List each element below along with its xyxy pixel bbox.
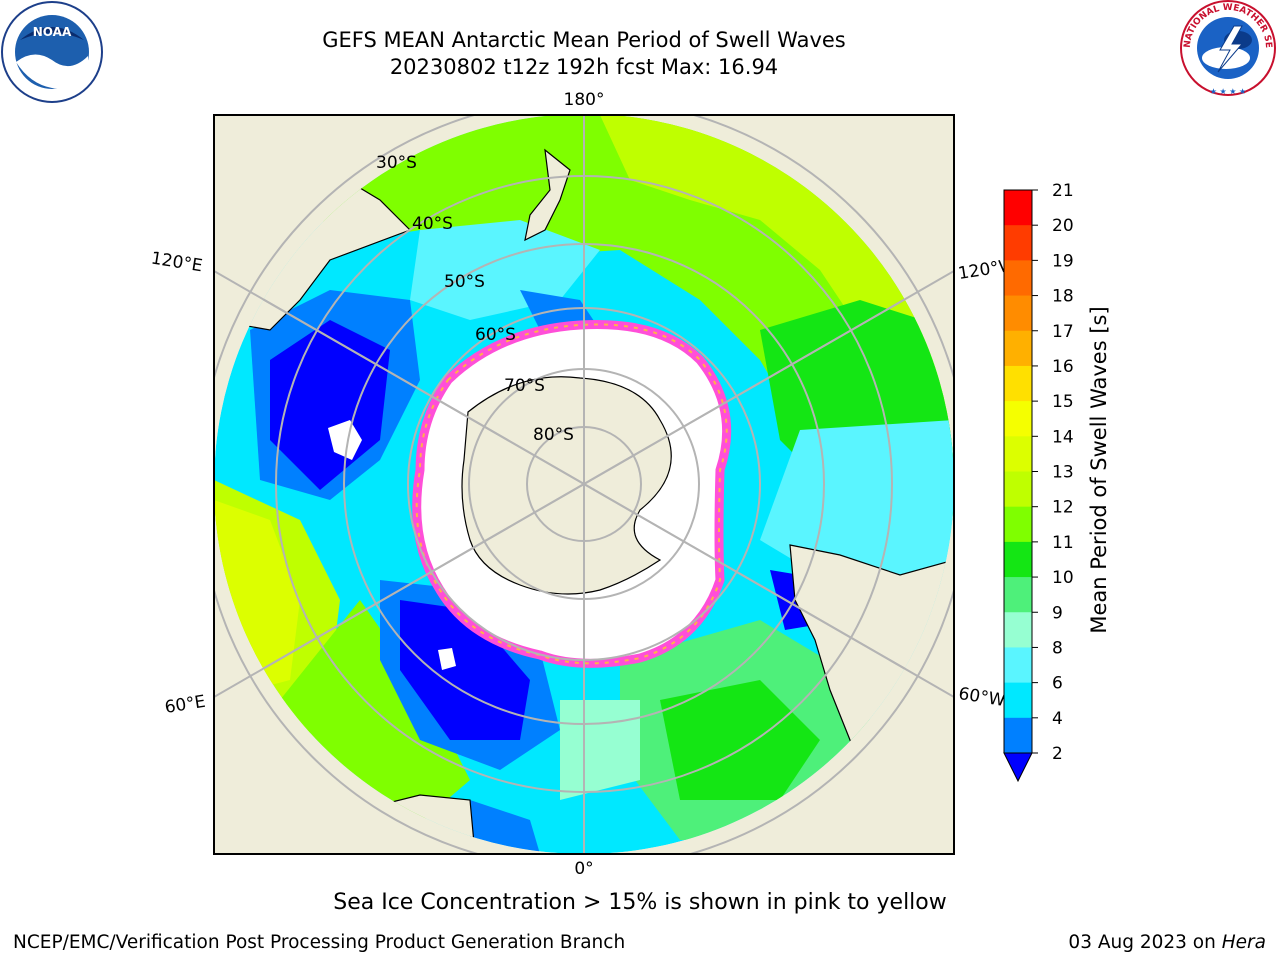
footer-host: Hera [1221, 932, 1266, 953]
colorbar-tick-label: 10 [1052, 568, 1074, 588]
colorbar-segment [1004, 436, 1032, 472]
colorbar-segment [1004, 365, 1032, 402]
footer-credit: NCEP/EMC/Verification Post Processing Pr… [13, 932, 626, 953]
footer-date-text: 03 Aug 2023 on [1068, 932, 1216, 953]
colorbar-tick-label: 4 [1052, 709, 1063, 729]
noaa-logo-text: NOAA [33, 25, 72, 39]
colorbar: 21 20 19 18 17 16 15 14 13 12 11 10 9 8 6 4 2 [1003, 181, 1074, 783]
colorbar-tick-label: 6 [1052, 674, 1063, 694]
colorbar-tick-label: 16 [1052, 357, 1074, 377]
colorbar-tick-label: 11 [1052, 533, 1074, 553]
footer-date: 03 Aug 2023 on Hera [1068, 932, 1266, 953]
colorbar-tick-label: 13 [1052, 463, 1074, 483]
nws-logo: NATIONAL WEATHER SERVICE ★ ★ ★ ★ [1176, 0, 1276, 96]
lat-label-40s: 40°S [412, 214, 453, 234]
lon-label-0: 0° [574, 859, 593, 879]
chart-title: GEFS MEAN Antarctic Mean Period of Swell… [322, 28, 846, 52]
colorbar-tick-label: 9 [1052, 603, 1063, 623]
colorbar-segment [1004, 401, 1032, 437]
lat-label-60s: 60°S [475, 325, 516, 345]
colorbar-tick-label: 8 [1052, 638, 1063, 658]
lon-label-60w: 60°W [957, 684, 1007, 711]
lat-label-30s: 30°S [376, 153, 417, 173]
lat-label-50s: 50°S [444, 272, 485, 292]
colorbar-tick-label: 18 [1052, 287, 1074, 307]
colorbar-tick-label: 15 [1052, 392, 1074, 412]
colorbar-segment [1004, 717, 1032, 754]
colorbar-label: Mean Period of Swell Waves [s] [1087, 306, 1111, 633]
lon-label-120e: 120°E [150, 248, 204, 276]
map-border [213, 114, 955, 855]
colorbar-under-arrow [1003, 752, 1033, 783]
colorbar-segment [1004, 682, 1032, 719]
lon-label-60e: 60°E [163, 692, 207, 718]
colorbar-tick-label: 17 [1052, 322, 1074, 342]
lon-label-180: 180° [564, 90, 605, 110]
colorbar-segment [1004, 647, 1032, 684]
colorbar-segment [1004, 225, 1032, 261]
sea-ice-footnote: Sea Ice Concentration > 15% is shown in … [333, 890, 947, 915]
colorbar-segment [1004, 506, 1032, 543]
colorbar-tick-label: 12 [1052, 498, 1074, 518]
colorbar-segment [1004, 471, 1032, 508]
new-zealand-landmass [524, 148, 571, 242]
lat-label-80s: 80°S [533, 425, 574, 445]
antarctica-landmass [461, 376, 672, 595]
colorbar-tick-label: 14 [1052, 427, 1074, 447]
colorbar-segment [1004, 190, 1032, 226]
colorbar-tick-label: 2 [1052, 744, 1063, 764]
colorbar-tick-label: 19 [1052, 251, 1074, 271]
colorbar-segment [1004, 295, 1032, 332]
outer-graticule [214, 115, 954, 854]
colorbar-segment [1004, 612, 1032, 648]
colorbar-tick-label: 21 [1052, 181, 1074, 201]
nws-logo-stars: ★ ★ ★ ★ [1210, 87, 1246, 96]
colorbar-segment [1004, 577, 1032, 613]
colorbar-segment [1004, 260, 1032, 297]
chart-subtitle: 20230802 t12z 192h fcst Max: 16.94 [389, 55, 779, 79]
colorbar-tick-label: 20 [1052, 216, 1074, 236]
colorbar-segment [1004, 330, 1032, 367]
noaa-logo: NOAA [1, 1, 103, 103]
colorbar-segment [1004, 541, 1032, 578]
lat-label-70s: 70°S [504, 376, 545, 396]
